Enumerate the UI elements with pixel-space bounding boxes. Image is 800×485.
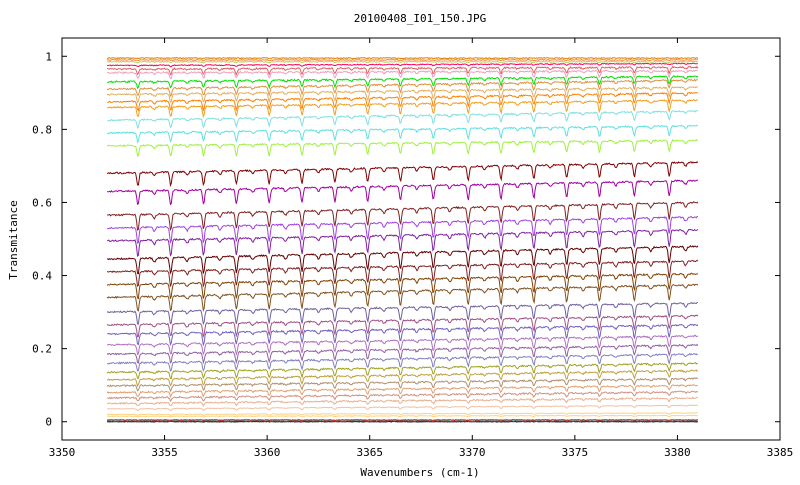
chart-title: 20100408_I01_150.JPG (354, 12, 486, 25)
y-axis-label: Transmitance (7, 200, 20, 279)
series-line (107, 75, 699, 90)
series-line (106, 412, 699, 417)
series-line (107, 124, 698, 144)
series-line (106, 62, 698, 68)
series-line (106, 369, 699, 388)
series-line (106, 138, 698, 158)
series-line (107, 420, 699, 423)
x-tick-label: 3360 (254, 446, 281, 459)
series-line (106, 179, 699, 206)
series-line (106, 56, 699, 60)
series-line (106, 343, 699, 365)
series-line (106, 86, 698, 104)
series-line (106, 98, 699, 119)
x-tick-label: 3370 (459, 446, 486, 459)
y-tick-label: 0 (45, 416, 52, 429)
x-axis-ticks: 3350 3355 3360 3365 3370 3375 3380 3385 (49, 38, 794, 459)
series-line (106, 283, 699, 312)
series-line (106, 352, 699, 372)
x-axis-label: Wavenumbers (cm-1) (360, 466, 479, 479)
y-tick-label: 0.8 (32, 123, 52, 136)
series-layer (106, 56, 699, 423)
y-tick-label: 0.4 (32, 270, 52, 283)
series-line (107, 420, 698, 422)
series-line (106, 161, 699, 188)
x-tick-label: 3355 (151, 446, 178, 459)
plot-frame (61, 37, 781, 441)
series-line (106, 396, 699, 407)
series-line (106, 419, 698, 421)
series-line (106, 301, 699, 326)
series-line (106, 201, 699, 232)
x-tick-label: 3365 (356, 446, 383, 459)
x-tick-label: 3375 (562, 446, 589, 459)
y-tick-label: 0.6 (32, 196, 52, 209)
series-line (106, 78, 698, 98)
series-line (106, 362, 698, 380)
x-tick-label: 3350 (49, 446, 76, 459)
series-line (106, 272, 698, 300)
x-tick-label: 3380 (664, 446, 691, 459)
y-tick-label: 0.2 (32, 343, 52, 356)
x-tick-label: 3385 (767, 446, 794, 459)
series-line (107, 414, 698, 418)
series-line (106, 377, 699, 393)
series-line (106, 65, 699, 76)
y-tick-label: 1 (45, 50, 52, 63)
series-line (106, 390, 698, 402)
series-line (106, 69, 698, 80)
series-line (106, 245, 699, 275)
series-line (106, 384, 698, 398)
series-line (106, 259, 699, 288)
series-line (106, 60, 699, 64)
series-line (107, 404, 699, 412)
series-line (107, 109, 699, 129)
series-line (106, 228, 699, 258)
series-line (107, 91, 699, 112)
series-line (106, 314, 699, 339)
series-line (106, 334, 698, 357)
series-line (107, 215, 699, 244)
series-line (106, 58, 698, 62)
y-axis-ticks: 0 0.2 0.4 0.6 0.8 1 (32, 50, 780, 429)
series-line (107, 323, 699, 347)
